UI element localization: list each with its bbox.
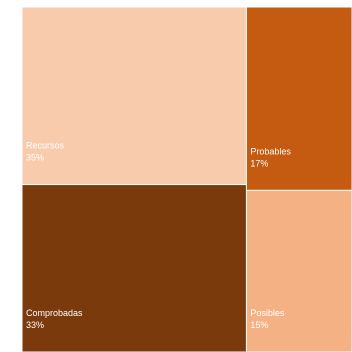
tile-label-comprobadas: Comprobadas bbox=[26, 308, 83, 318]
tile-label-probables: Probables bbox=[250, 146, 291, 156]
treemap-tile-comprobadas: Comprobadas 33% bbox=[22, 185, 246, 352]
treemap-tile-recursos: Recursos 35% bbox=[22, 7, 246, 185]
tile-value-posibles: 15% bbox=[250, 320, 268, 330]
tile-value-probables: 17% bbox=[250, 158, 268, 168]
treemap-tile-probables: Probables 17% bbox=[246, 7, 352, 190]
treemap-rect-posibles bbox=[246, 190, 352, 352]
treemap-tile-posibles: Posibles 15% bbox=[246, 190, 352, 352]
tile-value-comprobadas: 33% bbox=[26, 320, 44, 330]
treemap-rect-comprobadas bbox=[22, 185, 246, 352]
treemap-rect-probables bbox=[246, 7, 352, 190]
tile-value-recursos: 35% bbox=[26, 153, 44, 163]
tile-label-posibles: Posibles bbox=[250, 308, 285, 318]
treemap-rect-recursos bbox=[22, 7, 246, 185]
tile-label-recursos: Recursos bbox=[26, 141, 65, 151]
